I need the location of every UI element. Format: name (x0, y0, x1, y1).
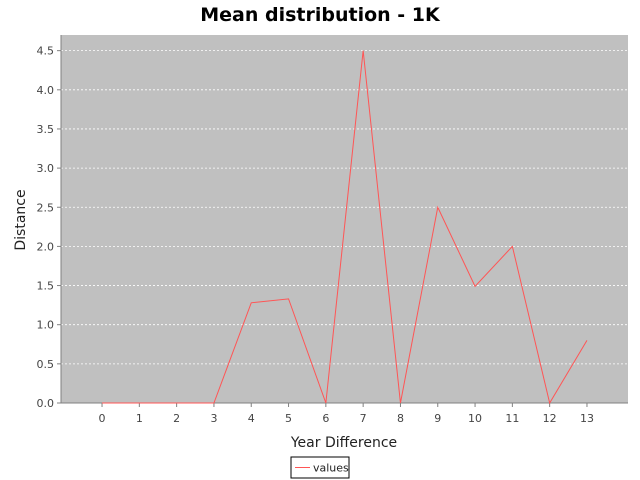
y-axis-label: Distance (13, 189, 29, 250)
y-tick-label: 1.0 (37, 319, 55, 332)
x-tick-label: 9 (434, 412, 441, 425)
y-tick-label: 2.5 (37, 201, 55, 214)
x-tick-label: 0 (99, 412, 106, 425)
x-tick-label: 3 (210, 412, 217, 425)
y-tick-label: 0.0 (37, 397, 55, 410)
x-tick-label: 13 (580, 412, 594, 425)
x-axis-ticks: 0 1 2 3 4 5 6 7 8 9 10 11 12 13 (99, 403, 594, 425)
gridlines (61, 50, 628, 365)
y-tick-label: 3.5 (37, 123, 55, 136)
chart-title: Mean distribution - 1K (200, 4, 441, 26)
series-line-values (102, 50, 588, 405)
legend-entry-values: values (313, 462, 349, 475)
y-axis-ticks: 0.0 0.5 1.0 1.5 2.0 2.5 3.0 3.5 4.0 4.5 (37, 45, 61, 410)
x-tick-label: 11 (505, 412, 519, 425)
x-tick-label: 8 (397, 412, 404, 425)
y-tick-label: 0.5 (37, 358, 55, 371)
y-tick-label: 3.0 (37, 162, 55, 175)
plot-area (61, 35, 628, 403)
x-tick-label: 10 (468, 412, 482, 425)
y-tick-label: 4.0 (37, 84, 55, 97)
y-tick-label: 4.5 (37, 45, 55, 58)
x-tick-label: 7 (360, 412, 367, 425)
x-tick-label: 5 (285, 412, 292, 425)
legend-box (290, 456, 350, 479)
x-tick-label: 1 (136, 412, 143, 425)
y-tick-label: 2.0 (37, 240, 55, 253)
legend: values (290, 456, 350, 479)
series-layer (102, 50, 588, 405)
y-tick-label: 1.5 (37, 280, 55, 293)
x-tick-label: 12 (543, 412, 557, 425)
x-tick-label: 2 (173, 412, 180, 425)
x-axis-label: Year Difference (290, 435, 397, 451)
x-tick-label: 4 (248, 412, 255, 425)
x-tick-label: 6 (322, 412, 329, 425)
